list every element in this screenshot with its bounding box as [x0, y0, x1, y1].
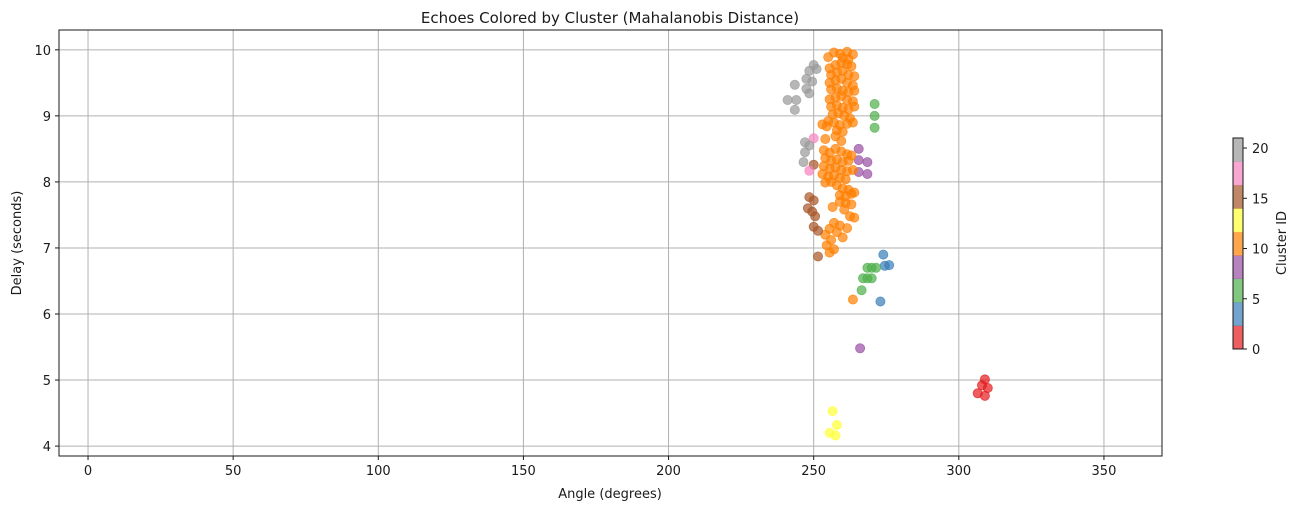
colorbar-segment — [1233, 161, 1243, 186]
data-point — [789, 79, 800, 90]
y-tick-label: 7 — [43, 242, 51, 257]
y-tick-label: 10 — [34, 44, 51, 59]
data-point — [821, 121, 832, 132]
colorbar-tick-label: 5 — [1252, 293, 1260, 308]
chart-title: Echoes Colored by Cluster (Mahalanobis D… — [421, 9, 799, 27]
data-point — [827, 201, 838, 212]
data-point — [810, 211, 821, 222]
data-point — [847, 164, 858, 175]
y-axis-label: Delay (seconds) — [10, 191, 25, 296]
colorbar-segment — [1233, 255, 1243, 280]
data-point — [840, 174, 851, 185]
x-tick-label: 300 — [946, 464, 971, 479]
data-point — [878, 249, 889, 260]
data-point — [875, 296, 886, 307]
y-axis-ticks: 4 5 6 7 8 9 10 — [34, 44, 59, 455]
data-point — [820, 133, 831, 144]
data-point — [789, 104, 800, 115]
data-point — [782, 95, 793, 106]
data-point — [813, 251, 824, 262]
grid-lines — [59, 30, 1162, 456]
data-point — [807, 76, 818, 87]
plot-area — [59, 30, 1162, 456]
data-point — [849, 85, 860, 96]
data-point — [862, 157, 873, 168]
colorbar-segment — [1233, 302, 1243, 326]
data-point — [869, 99, 880, 110]
data-point — [836, 135, 847, 146]
colorbar-label: Cluster ID — [1275, 211, 1290, 275]
data-point — [849, 71, 860, 82]
data-point — [846, 188, 857, 199]
x-axis-ticks: 0 50 100 150 200 250 300 350 — [84, 456, 1116, 479]
colorbar-tick-label: 20 — [1252, 142, 1269, 157]
y-tick-label: 6 — [43, 308, 51, 323]
colorbar-segment — [1233, 208, 1243, 233]
data-point — [849, 212, 860, 223]
data-point — [855, 343, 866, 354]
data-point — [869, 110, 880, 121]
colorbar-segment — [1233, 138, 1243, 162]
data-point — [842, 223, 853, 234]
data-point — [849, 101, 860, 112]
x-axis-label: Angle (degrees) — [558, 487, 662, 502]
data-point — [884, 260, 895, 271]
data-point — [824, 247, 835, 258]
data-point — [853, 143, 864, 154]
y-tick-label: 5 — [43, 374, 51, 389]
data-point — [862, 168, 873, 179]
x-tick-label: 350 — [1092, 464, 1117, 479]
data-point — [827, 406, 838, 417]
colorbar-tick-label: 10 — [1252, 243, 1269, 258]
plot-frame — [58, 29, 1163, 457]
colorbar-tick-label: 0 — [1252, 343, 1260, 358]
data-point — [846, 61, 857, 72]
data-point — [856, 285, 867, 296]
colorbar: 0 5 10 15 20 — [1232, 137, 1269, 358]
data-point — [871, 262, 882, 273]
y-tick-label: 9 — [43, 110, 51, 125]
colorbar-segment — [1233, 325, 1243, 350]
colorbar-segment — [1233, 184, 1243, 209]
data-point — [804, 165, 815, 176]
colorbar-tick-label: 15 — [1252, 192, 1269, 207]
data-point — [853, 155, 864, 166]
data-point — [979, 390, 990, 401]
data-point — [798, 157, 809, 168]
data-point — [791, 95, 802, 106]
x-tick-label: 50 — [225, 464, 242, 479]
data-point — [843, 155, 854, 166]
colorbar-frame — [1232, 137, 1244, 350]
data-point — [839, 204, 850, 215]
data-point — [823, 52, 834, 63]
data-point — [800, 147, 811, 158]
colorbar-segment — [1233, 231, 1243, 256]
x-tick-label: 100 — [366, 464, 391, 479]
data-point — [866, 273, 877, 284]
data-point — [830, 430, 841, 441]
x-tick-label: 0 — [84, 464, 92, 479]
data-point — [804, 88, 815, 99]
data-points — [782, 46, 993, 441]
y-tick-label: 8 — [43, 176, 51, 191]
data-point — [837, 232, 848, 243]
data-point — [869, 122, 880, 133]
data-point — [846, 199, 857, 210]
colorbar-segment — [1233, 278, 1243, 303]
data-point — [808, 133, 819, 144]
y-tick-label: 4 — [43, 440, 51, 455]
data-point — [813, 225, 824, 236]
data-point — [831, 419, 842, 430]
data-point — [808, 195, 819, 206]
data-point — [847, 294, 858, 305]
data-point — [847, 117, 858, 128]
x-tick-label: 250 — [801, 464, 826, 479]
x-tick-label: 150 — [511, 464, 536, 479]
x-tick-label: 200 — [656, 464, 681, 479]
